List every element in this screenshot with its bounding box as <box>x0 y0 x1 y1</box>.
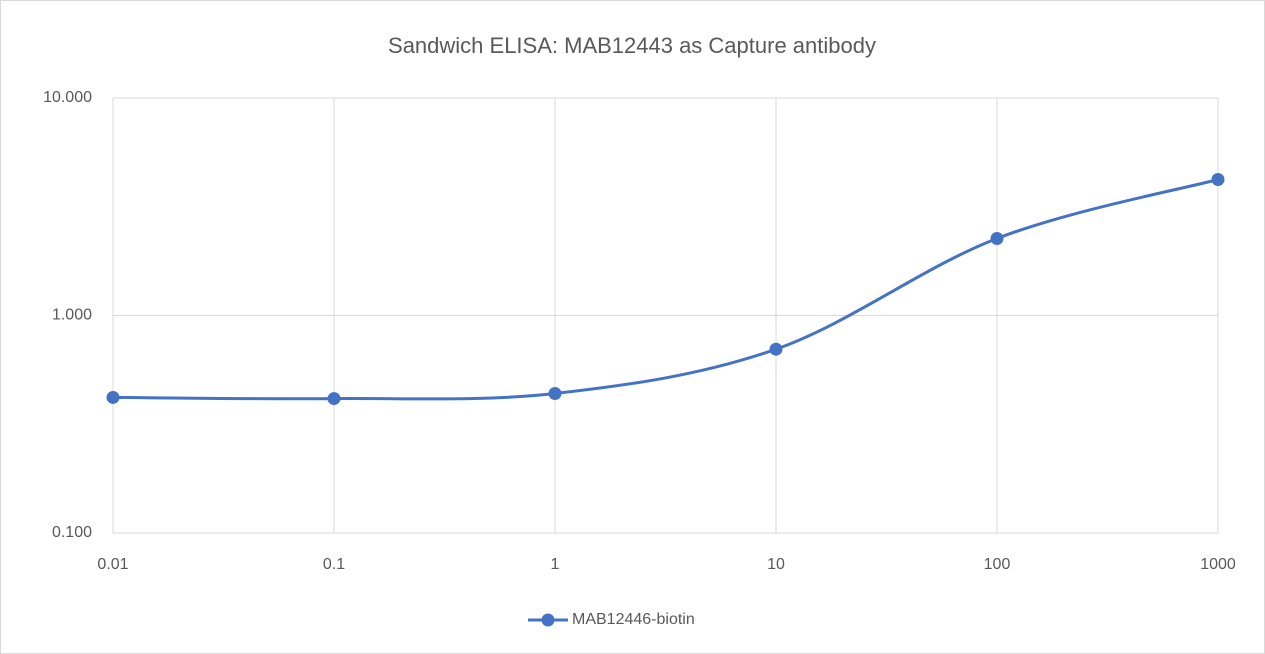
x-tick-label: 1 <box>551 556 560 573</box>
data-point <box>327 392 341 406</box>
y-tick-label: 0.100 <box>52 524 92 541</box>
series-line <box>111 177 1220 401</box>
data-point <box>769 342 783 356</box>
data-point <box>990 231 1004 245</box>
legend-marker <box>541 613 555 627</box>
x-tick-label: 0.1 <box>323 556 345 573</box>
data-point <box>1211 172 1225 186</box>
data-point <box>548 386 562 400</box>
chart-title: Sandwich ELISA: MAB12443 as Capture anti… <box>388 33 876 58</box>
y-tick-label: 10.000 <box>43 89 92 106</box>
x-tick-label: 1000 <box>1200 556 1236 573</box>
legend-label: MAB12446-biotin <box>572 611 695 628</box>
x-tick-label: 10 <box>767 556 785 573</box>
x-tick-label: 100 <box>984 556 1011 573</box>
data-point <box>106 390 120 404</box>
y-tick-label: 1.000 <box>52 307 92 324</box>
x-tick-label: 0.01 <box>97 556 128 573</box>
